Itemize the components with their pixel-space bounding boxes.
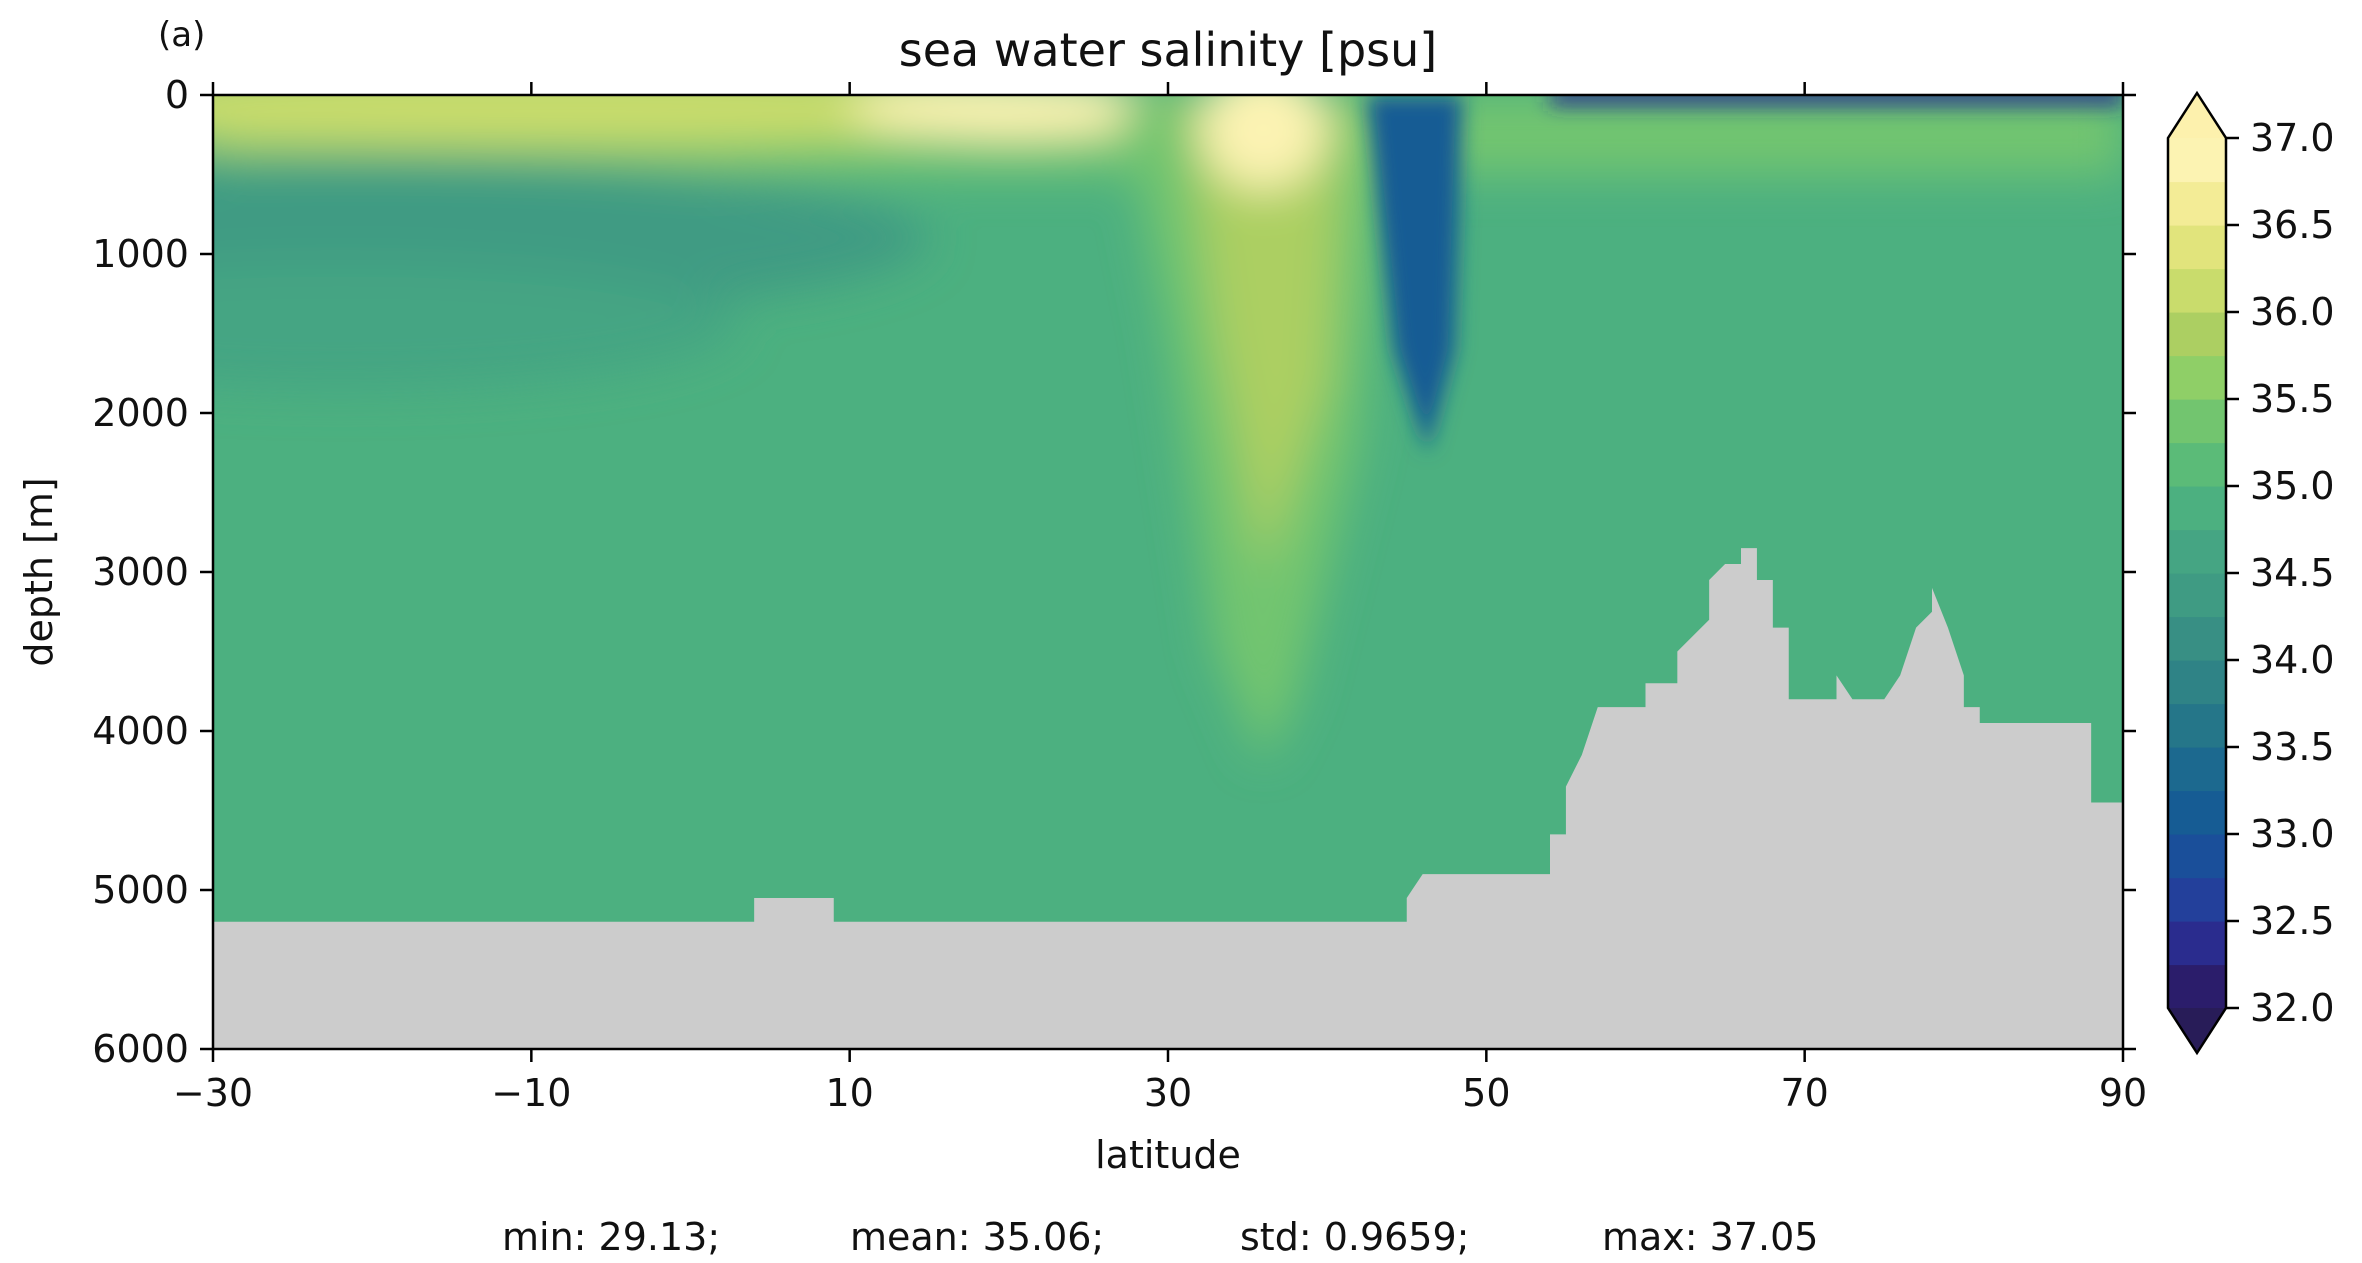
field-surface-max [849,95,1168,140]
salinity-field [213,95,2123,1049]
field-intermediate-transition [213,261,739,390]
colorbar-bin [2168,834,2226,879]
colorbar-bin [2168,268,2226,313]
field-outflow-tongue [1183,95,1344,572]
colorbar-bin [2168,399,2226,444]
chart-title: sea water salinity [psu] [899,23,1438,77]
colorbar-tick-label: 34.0 [2250,638,2335,682]
colorbar-tick-label: 32.5 [2250,899,2335,943]
x-axis-label: latitude [1095,1133,1241,1177]
y-tick-label: 4000 [92,709,189,753]
seafloor-land [213,548,2123,1049]
stat-min: min: 29.13; [502,1215,720,1259]
colorbar-under-extension [2168,1008,2226,1053]
panel-label: (a) [158,15,205,55]
colorbar-bin [2168,573,2226,618]
colorbar-bin [2168,790,2226,835]
colorbar-bin [2168,486,2226,531]
y-tick-label: 6000 [92,1027,189,1071]
colorbar-bin [2168,703,2226,748]
x-axis: −30 −10 10 30 50 70 90 [173,82,2147,1115]
colorbar-tick-label: 35.5 [2250,377,2335,421]
colorbar-over-extension [2168,93,2226,138]
y-tick-label: 0 [165,73,189,117]
x-tick-label: 70 [1780,1071,1828,1115]
colorbar-tick-label: 36.0 [2250,290,2335,334]
colorbar-tick-label: 32.0 [2250,986,2335,1030]
x-tick-label: −30 [173,1071,253,1115]
y-tick-label: 2000 [92,391,189,435]
colorbar-tick-label: 33.0 [2250,812,2335,856]
colorbar-bin [2168,355,2226,400]
colorbar-bin [2168,529,2226,574]
colorbar-tick-label: 37.0 [2250,116,2335,160]
colorbar-bin [2168,660,2226,705]
colorbar-bin [2168,225,2226,270]
y-tick-label: 1000 [92,232,189,276]
colorbar-bin [2168,312,2226,357]
colorbar: 32.0 32.5 33.0 33.5 34.0 34.5 35.0 35.5 36.0 36.5… [2166,90,2335,1056]
colorbar-bin [2168,616,2226,661]
colorbar-tick-label: 34.5 [2250,551,2335,595]
colorbar-tick-label: 35.0 [2250,464,2335,508]
field-fresh-column [1366,95,1463,453]
colorbar-bin [2168,181,2226,226]
y-tick-label: 3000 [92,550,189,594]
field-outflow-core [1199,95,1328,191]
colorbar-bin [2168,964,2226,1009]
colorbar-tick-label: 33.5 [2250,725,2335,769]
colorbar-bin [2168,747,2226,792]
x-tick-label: 90 [2099,1071,2147,1115]
stat-mean: mean: 35.06; [850,1215,1104,1259]
stat-max: max: 37.05 [1602,1215,1818,1259]
x-tick-label: 30 [1144,1071,1192,1115]
colorbar-bin [2168,877,2226,922]
x-tick-label: −10 [491,1071,571,1115]
colorbar-tick-label: 36.5 [2250,203,2335,247]
y-axis-label: depth [m] [17,477,61,666]
y-axis: 0 1000 2000 3000 4000 5000 6000 [92,73,2136,1071]
y-tick-label: 5000 [92,868,189,912]
x-tick-label: 10 [825,1071,873,1115]
colorbar-bin [2168,921,2226,966]
x-tick-label: 50 [1462,1071,1510,1115]
stat-std: std: 0.9659; [1240,1215,1469,1259]
colorbar-bin [2168,442,2226,487]
colorbar-bin [2168,138,2226,183]
field-arctic-surface [1550,95,2123,105]
